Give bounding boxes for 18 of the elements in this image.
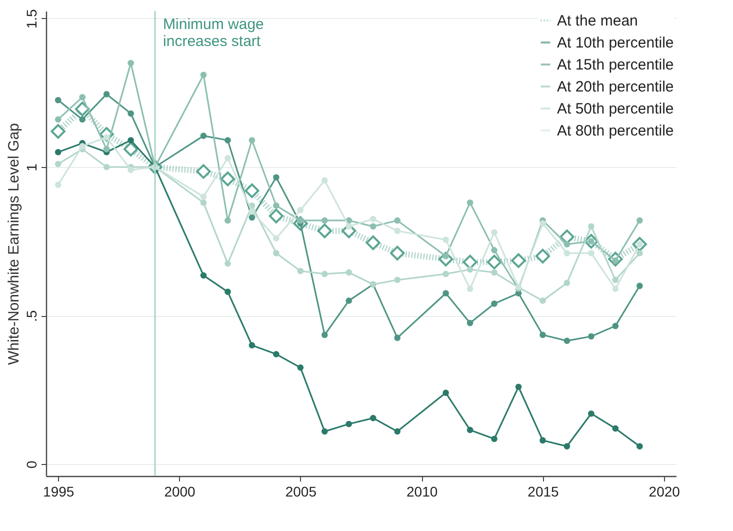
x-tick-label: 2005 bbox=[285, 484, 317, 500]
legend-label: At 20th percentile bbox=[557, 78, 674, 96]
legend-label: At 80th percentile bbox=[557, 122, 674, 140]
y-tick-label: 1.5 bbox=[24, 8, 40, 29]
y-tick-label: 0 bbox=[24, 460, 40, 469]
legend-label: At 15th percentile bbox=[557, 56, 674, 74]
y-tick-label: 1 bbox=[24, 163, 40, 172]
x-tick-label: 2020 bbox=[648, 484, 680, 500]
x-tick-label: 2010 bbox=[406, 484, 438, 500]
legend-label: At 50th percentile bbox=[557, 100, 674, 118]
ref-line-label: Minimum wage increases start bbox=[163, 16, 264, 50]
x-tick-label: 2000 bbox=[164, 484, 196, 500]
x-tick-label: 2015 bbox=[528, 484, 560, 500]
y-axis-title: White-Nonwhite Earnings Level Gap bbox=[6, 123, 22, 365]
legend-label: At the mean bbox=[557, 12, 638, 30]
y-tick-label: .5 bbox=[24, 310, 40, 322]
x-tick-label: 1995 bbox=[43, 484, 74, 500]
legend-label: At 10th percentile bbox=[557, 34, 674, 52]
